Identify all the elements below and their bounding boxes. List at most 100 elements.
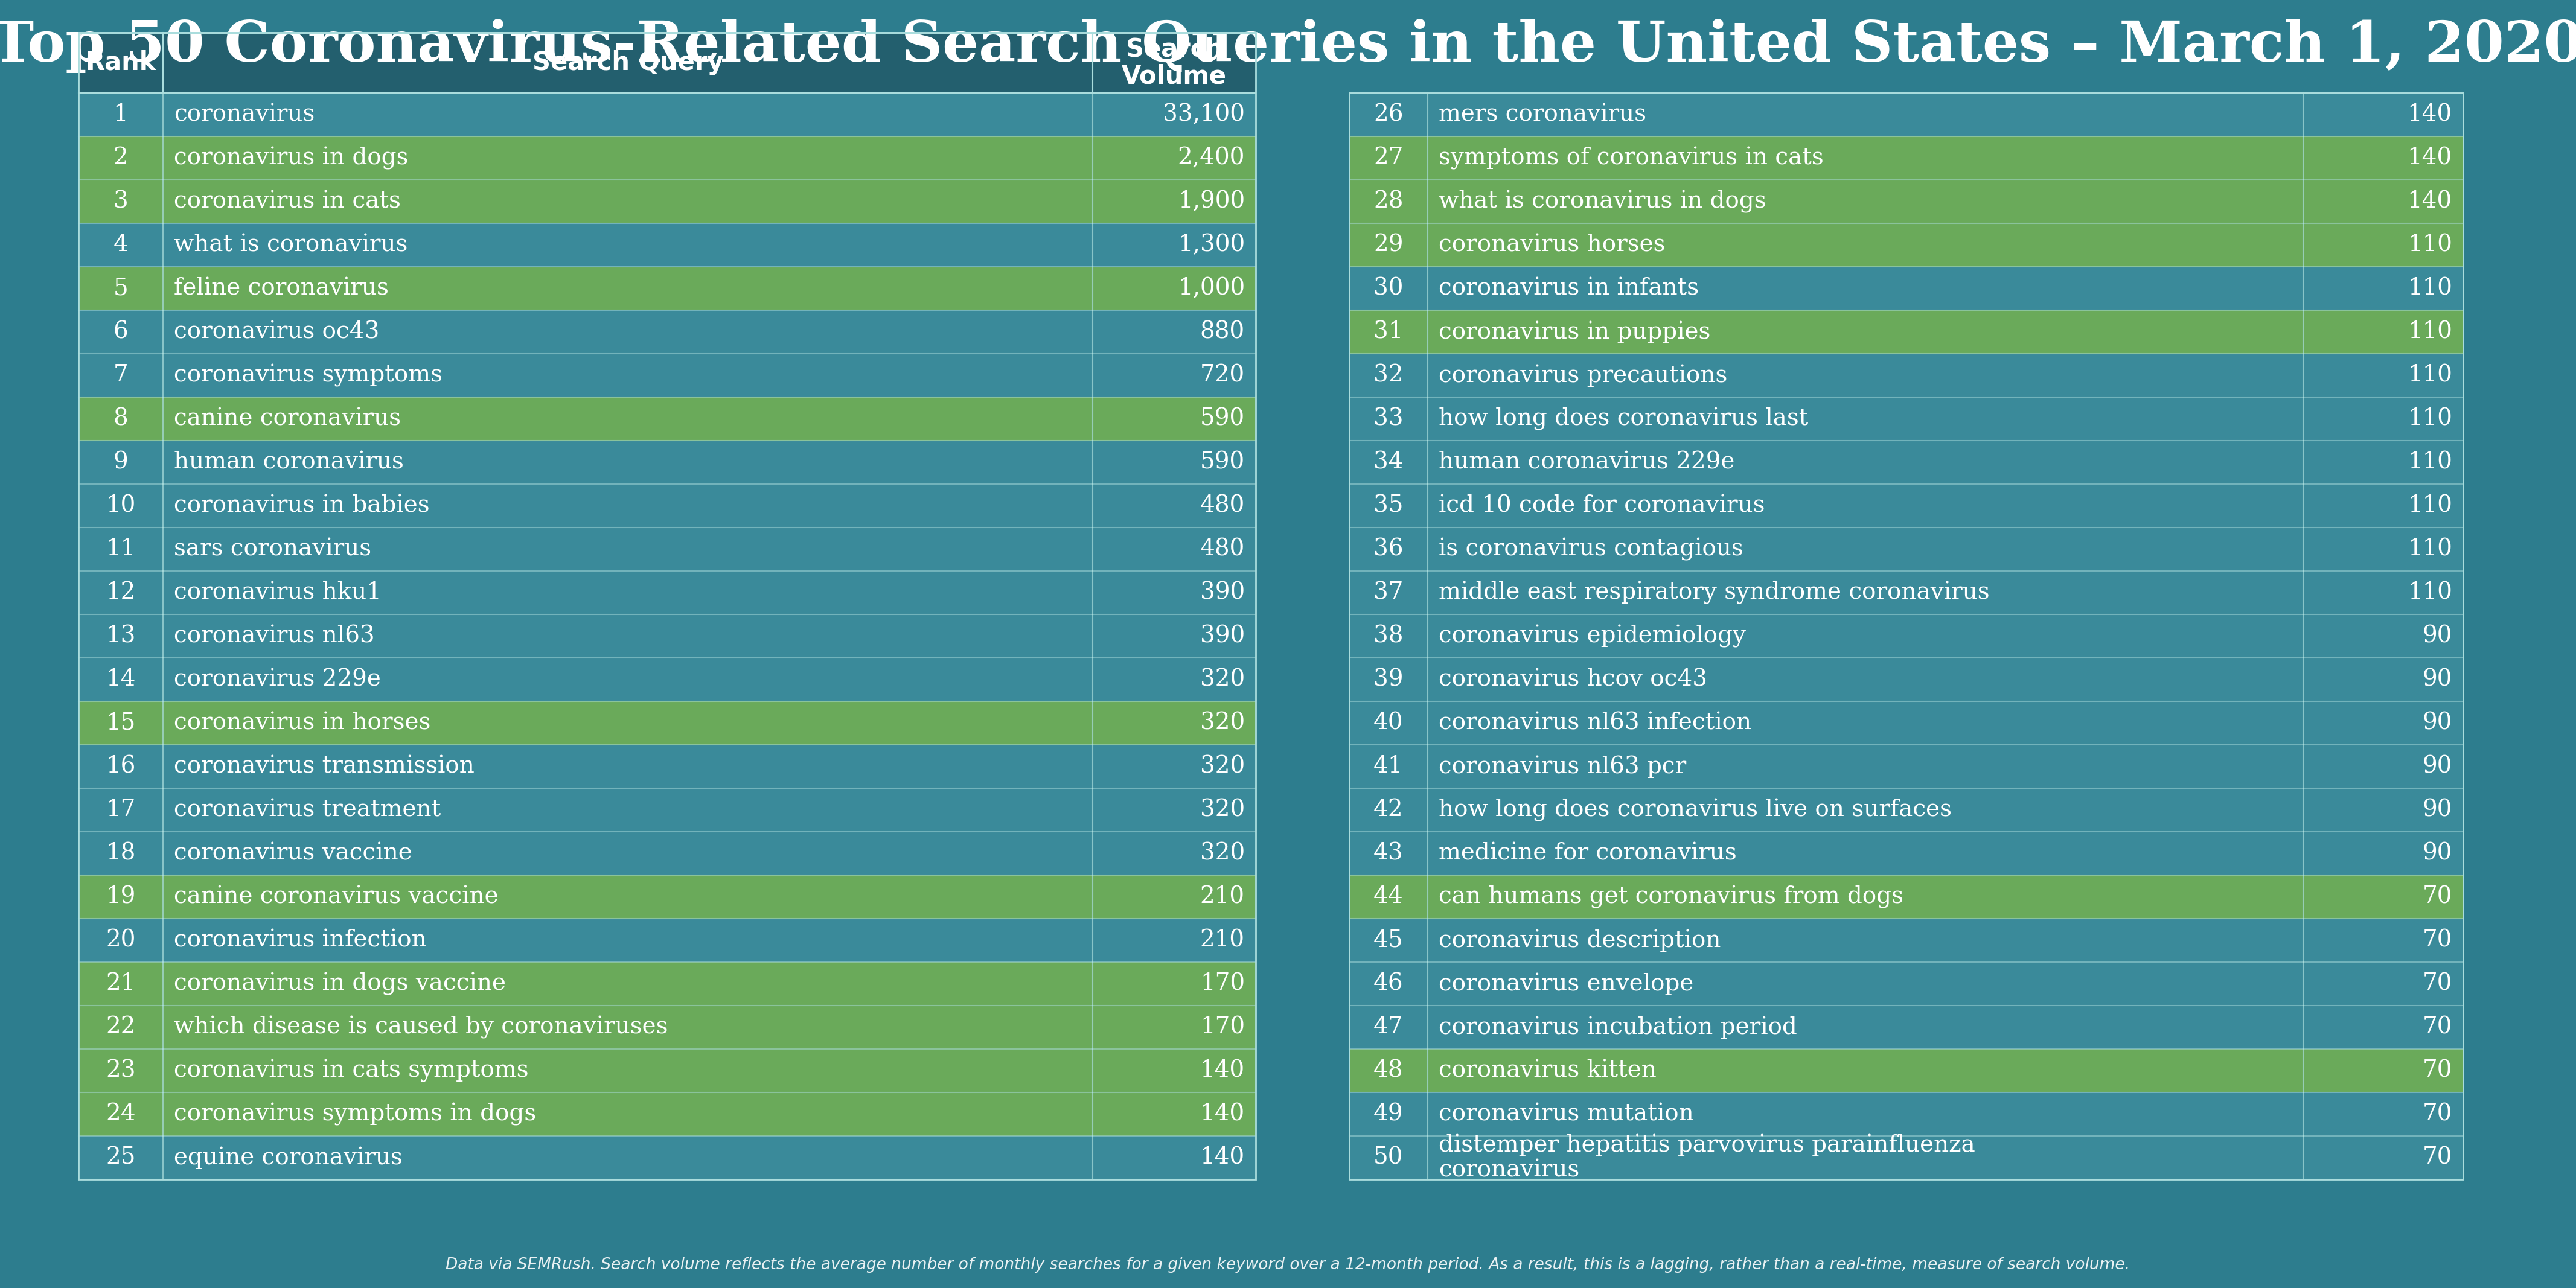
Text: 20: 20 bbox=[106, 929, 137, 952]
Text: 170: 170 bbox=[1200, 972, 1244, 994]
Text: 90: 90 bbox=[2421, 842, 2452, 864]
Text: what is coronavirus in dogs: what is coronavirus in dogs bbox=[1437, 191, 1767, 213]
Bar bbox=[77, 832, 1255, 875]
Bar bbox=[1350, 528, 2463, 571]
Text: 720: 720 bbox=[1200, 365, 1244, 386]
Text: coronavirus nl63 pcr: coronavirus nl63 pcr bbox=[1437, 755, 1687, 778]
Text: 320: 320 bbox=[1200, 755, 1244, 778]
Text: 90: 90 bbox=[2421, 755, 2452, 778]
Text: 110: 110 bbox=[2409, 451, 2452, 474]
Text: coronavirus epidemiology: coronavirus epidemiology bbox=[1437, 625, 1747, 648]
Bar bbox=[77, 397, 1255, 440]
Text: coronavirus oc43: coronavirus oc43 bbox=[173, 321, 379, 343]
Bar bbox=[1350, 614, 2463, 658]
Text: coronavirus in infants: coronavirus in infants bbox=[1437, 277, 1700, 300]
Text: 320: 320 bbox=[1200, 668, 1244, 690]
Bar bbox=[77, 744, 1255, 788]
Text: 39: 39 bbox=[1373, 668, 1404, 690]
Text: coronavirus infection: coronavirus infection bbox=[173, 929, 428, 952]
Text: 320: 320 bbox=[1200, 799, 1244, 822]
Text: Search
Volume: Search Volume bbox=[1121, 36, 1226, 89]
Bar bbox=[1350, 1092, 2463, 1136]
Bar bbox=[77, 571, 1255, 614]
Bar bbox=[77, 310, 1255, 354]
Bar bbox=[1350, 397, 2463, 440]
Text: 40: 40 bbox=[1373, 712, 1404, 734]
Text: sars coronavirus: sars coronavirus bbox=[173, 538, 371, 560]
Text: 32: 32 bbox=[1373, 365, 1404, 386]
Text: 70: 70 bbox=[2421, 1103, 2452, 1126]
Bar bbox=[1350, 788, 2463, 832]
Text: coronavirus precautions: coronavirus precautions bbox=[1437, 365, 1728, 386]
Bar bbox=[77, 1006, 1255, 1048]
Text: 590: 590 bbox=[1200, 408, 1244, 430]
Text: 45: 45 bbox=[1373, 929, 1404, 952]
Text: 110: 110 bbox=[2409, 234, 2452, 256]
Text: coronavirus nl63 infection: coronavirus nl63 infection bbox=[1437, 712, 1752, 734]
Bar bbox=[1350, 137, 2463, 180]
Text: 33: 33 bbox=[1373, 408, 1404, 430]
Text: 480: 480 bbox=[1200, 495, 1244, 516]
Text: coronavirus kitten: coronavirus kitten bbox=[1437, 1060, 1656, 1082]
Text: medicine for coronavirus: medicine for coronavirus bbox=[1437, 842, 1736, 864]
Text: 19: 19 bbox=[106, 886, 137, 908]
Text: 1,300: 1,300 bbox=[1177, 234, 1244, 256]
Text: coronavirus description: coronavirus description bbox=[1437, 929, 1721, 952]
Bar bbox=[77, 484, 1255, 528]
Text: 34: 34 bbox=[1373, 451, 1404, 474]
Bar bbox=[1350, 744, 2463, 788]
Text: 1,900: 1,900 bbox=[1177, 191, 1244, 213]
Text: 47: 47 bbox=[1373, 1016, 1404, 1038]
Text: 11: 11 bbox=[106, 538, 137, 560]
Text: 110: 110 bbox=[2409, 365, 2452, 386]
Text: 29: 29 bbox=[1373, 234, 1404, 256]
Text: 110: 110 bbox=[2409, 538, 2452, 560]
Text: middle east respiratory syndrome coronavirus: middle east respiratory syndrome coronav… bbox=[1437, 581, 1989, 604]
Text: 140: 140 bbox=[1200, 1060, 1244, 1082]
Text: canine coronavirus vaccine: canine coronavirus vaccine bbox=[173, 886, 497, 908]
Text: coronavirus in puppies: coronavirus in puppies bbox=[1437, 321, 1710, 344]
Text: coronavirus in dogs: coronavirus in dogs bbox=[173, 147, 410, 170]
Text: 70: 70 bbox=[2421, 1060, 2452, 1082]
Text: coronavirus incubation period: coronavirus incubation period bbox=[1437, 1016, 1798, 1038]
Bar bbox=[77, 32, 1255, 1180]
Bar bbox=[77, 440, 1255, 484]
Text: 23: 23 bbox=[106, 1060, 137, 1082]
Text: 22: 22 bbox=[106, 1016, 137, 1038]
Bar bbox=[77, 267, 1255, 310]
Bar bbox=[77, 1092, 1255, 1136]
Text: 90: 90 bbox=[2421, 625, 2452, 648]
Text: coronavirus in cats: coronavirus in cats bbox=[173, 191, 402, 213]
Text: 70: 70 bbox=[2421, 1146, 2452, 1168]
Text: is coronavirus contagious: is coronavirus contagious bbox=[1437, 538, 1744, 560]
Bar bbox=[77, 918, 1255, 962]
Text: 70: 70 bbox=[2421, 972, 2452, 994]
Bar bbox=[77, 962, 1255, 1006]
Bar bbox=[1350, 484, 2463, 528]
Text: 210: 210 bbox=[1200, 886, 1244, 908]
Text: 28: 28 bbox=[1373, 191, 1404, 213]
Text: how long does coronavirus last: how long does coronavirus last bbox=[1437, 407, 1808, 430]
Text: 320: 320 bbox=[1200, 712, 1244, 734]
Text: coronavirus treatment: coronavirus treatment bbox=[173, 799, 440, 822]
Bar bbox=[1350, 658, 2463, 702]
Text: 44: 44 bbox=[1373, 886, 1404, 908]
Text: 170: 170 bbox=[1200, 1016, 1244, 1038]
Text: coronavirus symptoms: coronavirus symptoms bbox=[173, 365, 443, 386]
Bar bbox=[1350, 354, 2463, 397]
Text: 70: 70 bbox=[2421, 1016, 2452, 1038]
Text: coronavirus vaccine: coronavirus vaccine bbox=[173, 842, 412, 864]
Bar bbox=[77, 1048, 1255, 1092]
Text: canine coronavirus: canine coronavirus bbox=[173, 408, 402, 430]
Bar bbox=[77, 93, 1255, 137]
Text: 1,000: 1,000 bbox=[1177, 277, 1244, 300]
Text: 3: 3 bbox=[113, 191, 129, 213]
Text: what is coronavirus: what is coronavirus bbox=[173, 234, 407, 256]
Bar bbox=[1350, 1048, 2463, 1092]
Bar bbox=[1350, 832, 2463, 875]
Text: 140: 140 bbox=[2409, 191, 2452, 213]
Text: 140: 140 bbox=[2409, 147, 2452, 169]
Text: 25: 25 bbox=[106, 1146, 137, 1168]
Text: 590: 590 bbox=[1200, 451, 1244, 474]
Text: 2,400: 2,400 bbox=[1177, 147, 1244, 169]
